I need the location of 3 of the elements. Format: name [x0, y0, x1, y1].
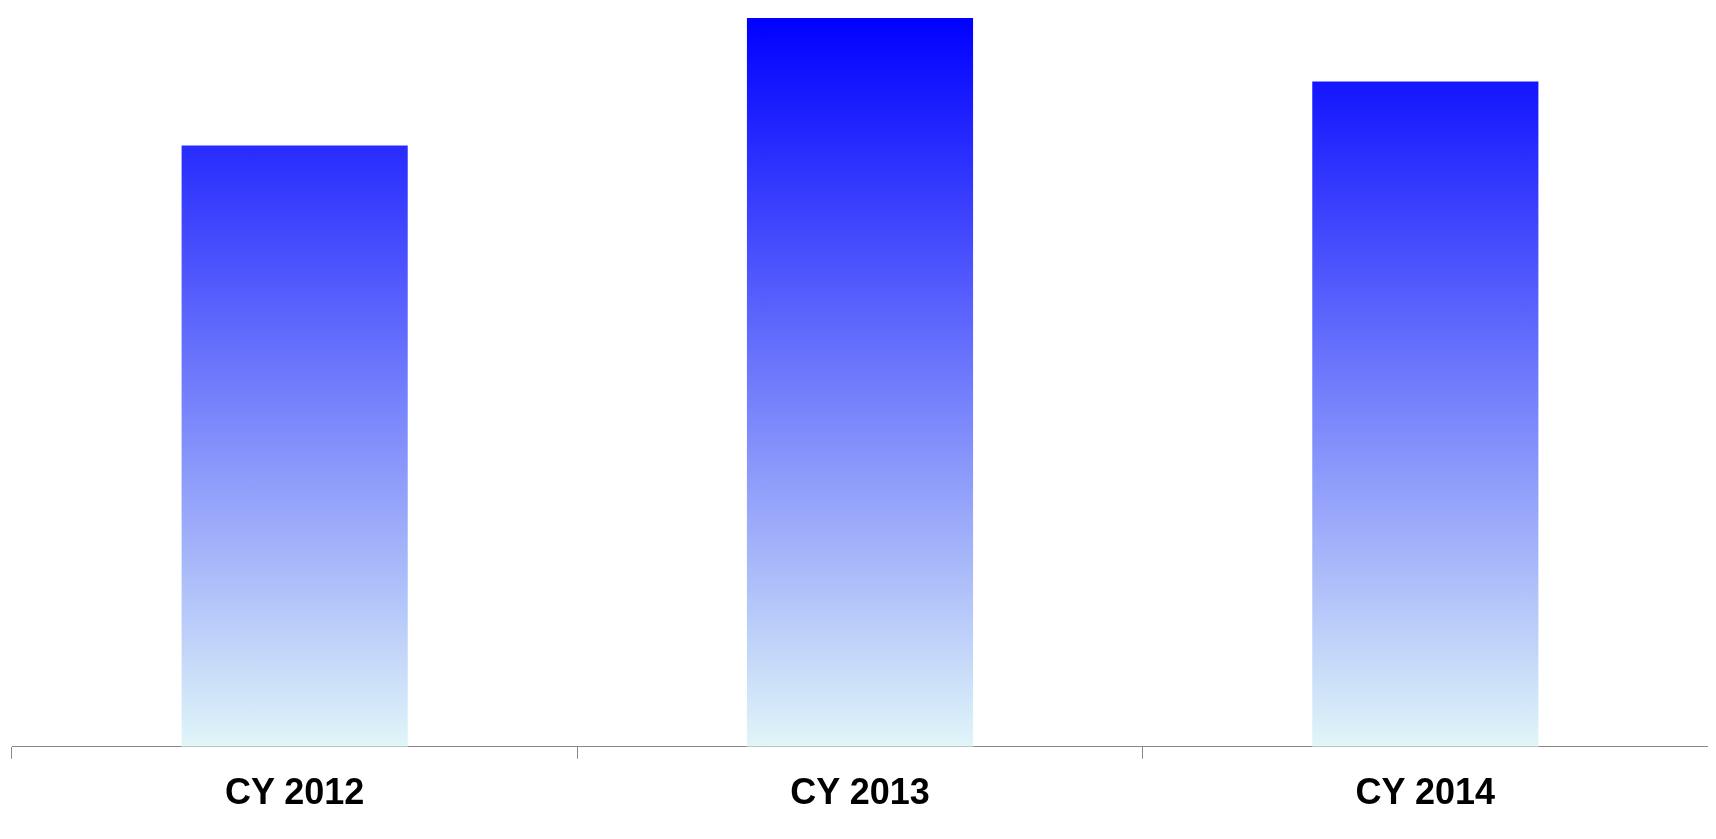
x-tick-label: CY 2013: [790, 771, 930, 813]
x-tick-label: CY 2014: [1355, 771, 1496, 813]
x-tick-label: CY 2012: [224, 771, 365, 813]
